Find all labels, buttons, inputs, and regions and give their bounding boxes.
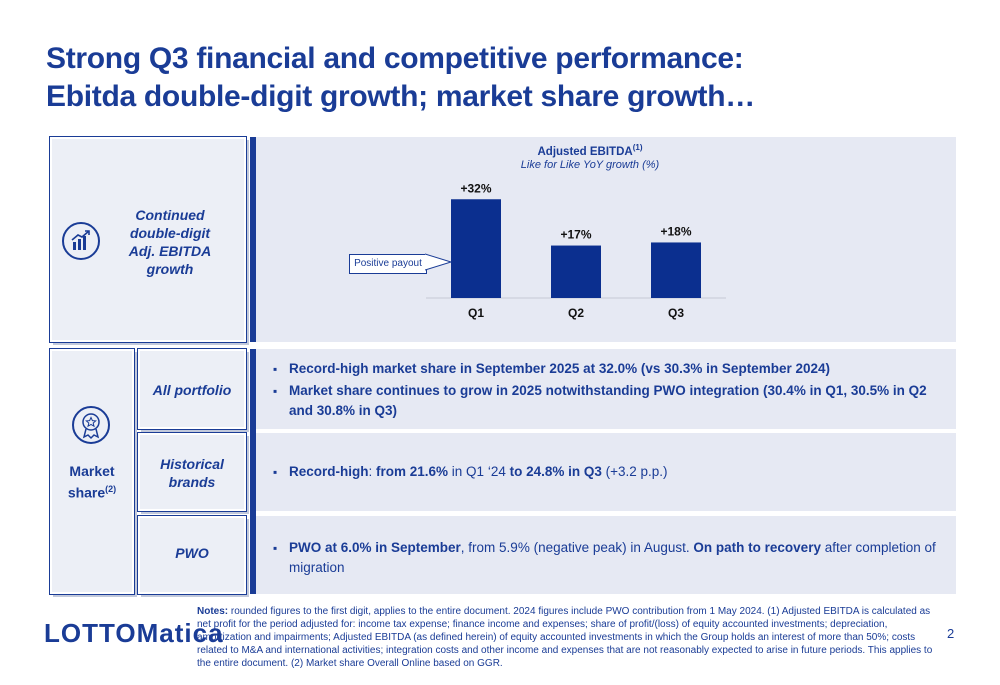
divider-bar	[250, 137, 256, 342]
data-label-q3: +18%	[660, 224, 691, 238]
positive-payout-callout: Positive payout	[349, 254, 427, 274]
chart-title-row: Adjusted EBITDA(1)	[450, 143, 730, 158]
market-share-label-box	[49, 348, 135, 595]
data-label-q2: +17%	[560, 228, 591, 242]
market-share-label: Market share(2)	[54, 462, 130, 502]
all-portfolio-bullets: Record-high market share in September 20…	[273, 359, 938, 423]
market-share-sup: (2)	[105, 484, 117, 494]
chart-header: Adjusted EBITDA(1) Like for Like YoY gro…	[450, 143, 730, 171]
market-share-label-word: share	[67, 484, 106, 501]
ebitda-section-label: Continued double-digit Adj. EBITDA growt…	[115, 206, 225, 278]
all-portfolio-label: All portfolio	[152, 382, 232, 398]
historical-label: Historical brands	[140, 455, 244, 491]
ebitda-label-line2: double-digit	[129, 225, 211, 241]
hist-part1: Record-high	[289, 464, 369, 479]
footnotes: Notes: rounded figures to the first digi…	[197, 605, 942, 670]
tick-label-q1: Q1	[468, 306, 484, 320]
pwo-label: PWO	[175, 545, 209, 561]
page-title: Strong Q3 financial and competitive perf…	[46, 40, 966, 116]
row-label-historical	[137, 432, 247, 512]
ebitda-label-line1: Continued	[135, 207, 205, 223]
hist-part5: to 24.8% in Q3	[509, 464, 602, 479]
ebitda-chart: +32% Q1 +17% Q2 +18% Q3	[426, 181, 726, 320]
bar-q2	[551, 245, 601, 298]
title-line-1: Strong Q3 financial and competitive perf…	[46, 42, 744, 75]
bullet-historical: Record-high: from 21.6% in Q1 ‘24 to 24.…	[273, 462, 938, 482]
title-line-2: Ebitda double-digit growth; market share…	[46, 80, 755, 113]
award-badge-icon	[72, 406, 110, 444]
bar-q3	[651, 242, 701, 298]
bullet-record-high-share: Record-high market share in September 20…	[273, 359, 938, 379]
bullet-pwo: PWO at 6.0% in September, from 5.9% (neg…	[273, 538, 938, 578]
notes-text: rounded figures to the first digit, appl…	[197, 606, 933, 669]
chart-panel	[256, 137, 956, 342]
chart-title-sup: (1)	[632, 143, 643, 152]
pwo-part2: , from 5.9% (negative peak) in August.	[460, 540, 694, 555]
lottomatica-logo: LOTTOMatica	[44, 618, 224, 648]
tick-label-q2: Q2	[568, 306, 584, 320]
historical-label-line1: Historical	[160, 456, 224, 472]
row-label-pwo	[137, 515, 247, 595]
market-share-label-line2: share(2)	[54, 480, 130, 502]
ebitda-label-line4: growth	[146, 261, 194, 277]
hist-part4: in Q1 ‘24	[448, 464, 510, 479]
pwo-bullets: PWO at 6.0% in September, from 5.9% (neg…	[273, 538, 938, 580]
pwo-part1: PWO at 6.0% in September	[289, 540, 461, 555]
callout-pointer	[425, 253, 453, 271]
page-number: 2	[947, 626, 955, 641]
bullet-share-growth: Market share continues to grow in 2025 n…	[273, 381, 938, 421]
market-divider-bar	[250, 349, 256, 594]
ebitda-label-line3: Adj. EBITDA	[128, 243, 212, 259]
annotation-text: Positive payout	[354, 258, 422, 269]
tick-label-q3: Q3	[668, 306, 684, 320]
historical-label-line2: brands	[168, 474, 216, 490]
bar-q1	[451, 199, 501, 298]
growth-chart-icon	[62, 222, 100, 260]
hist-part6: (+3.2 p.p.)	[601, 464, 668, 479]
chart-subtitle: Like for Like YoY growth (%)	[520, 158, 660, 171]
pwo-part3: On path to recovery	[693, 540, 821, 555]
historical-bullets: Record-high: from 21.6% in Q1 ‘24 to 24.…	[273, 462, 938, 484]
row-label-all-portfolio	[137, 348, 247, 430]
notes-label: Notes:	[197, 606, 229, 617]
market-share-label-line1: Market	[69, 463, 115, 479]
data-label-q1: +32%	[460, 181, 491, 195]
chart-title: Adjusted EBITDA	[537, 145, 633, 158]
pwo-part4: after completion of migration	[289, 540, 936, 575]
hist-part3: from 21.6%	[376, 464, 449, 479]
hist-part2: :	[368, 464, 377, 479]
